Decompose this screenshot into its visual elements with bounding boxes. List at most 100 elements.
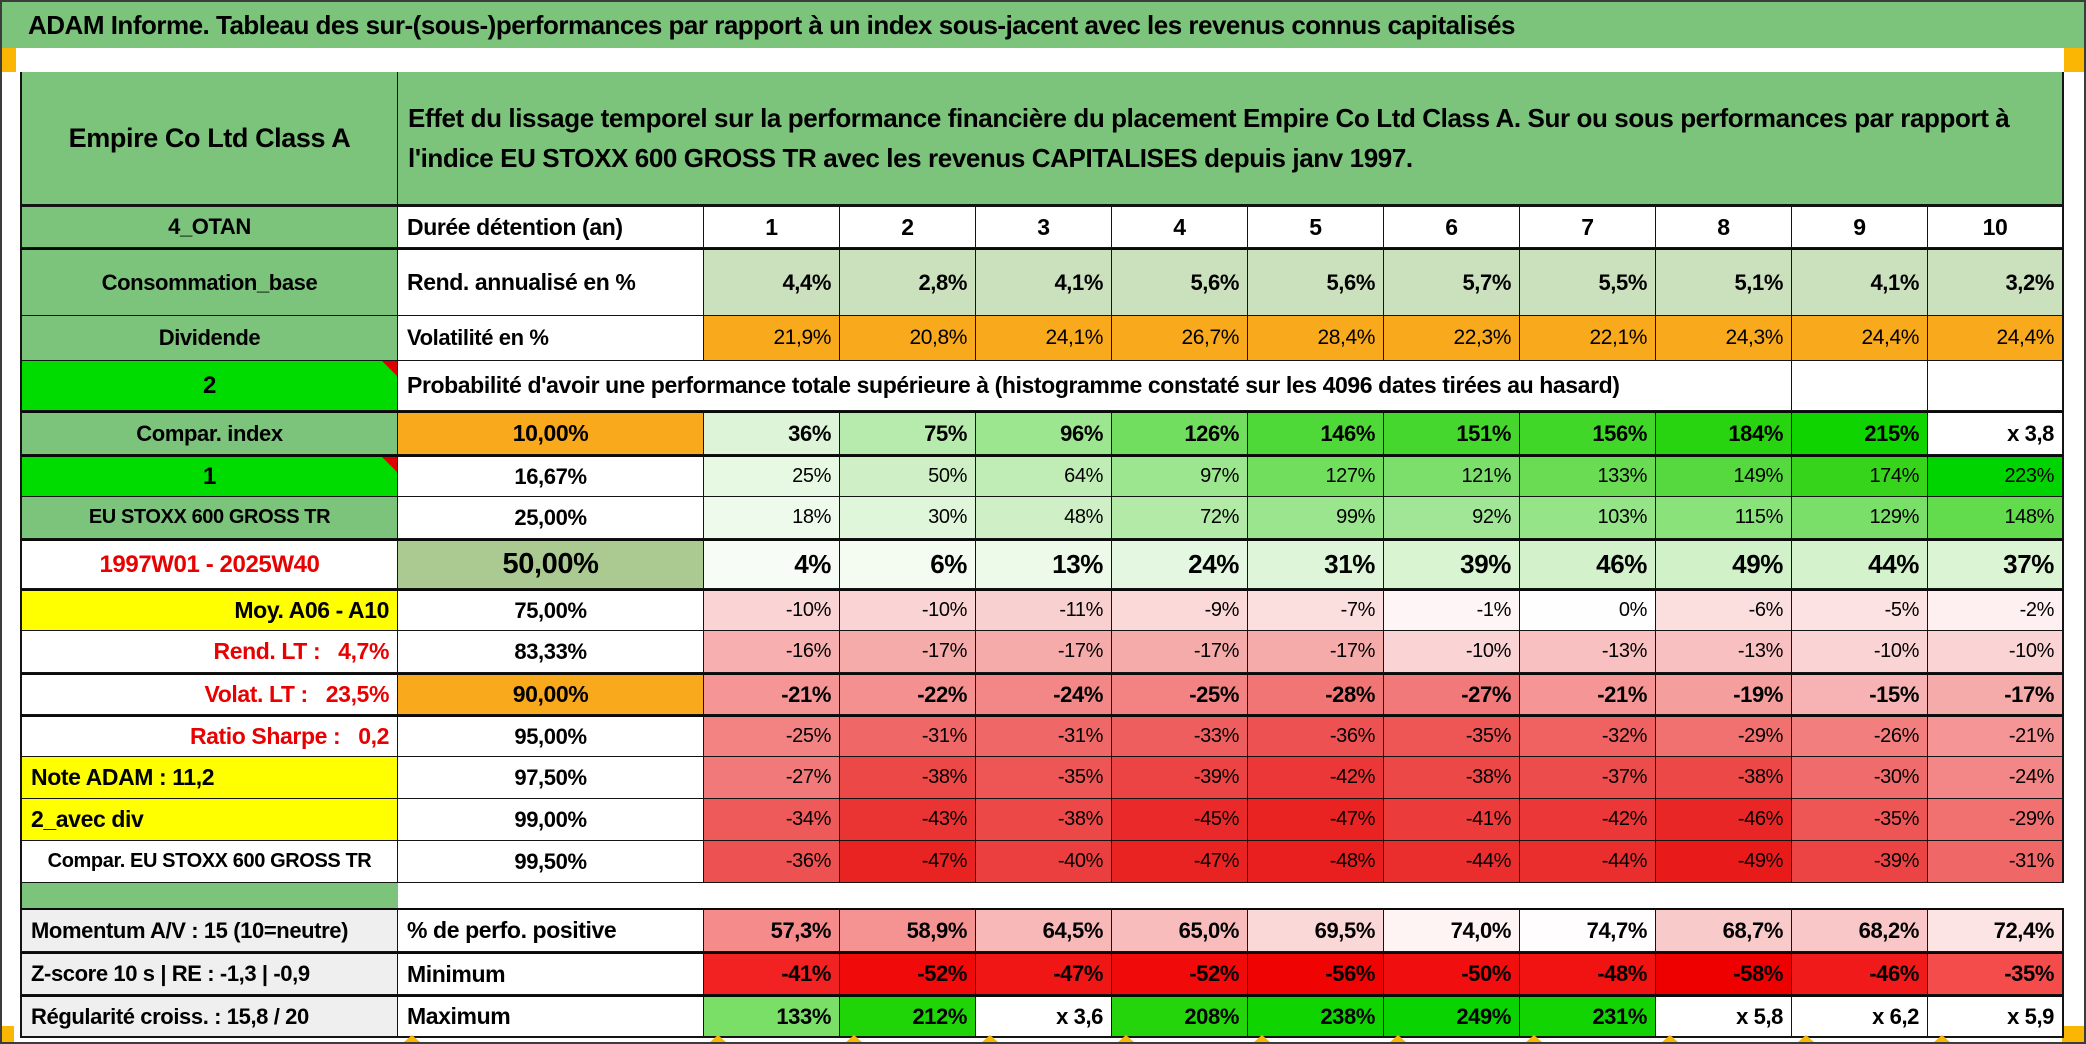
data-cell[interactable]: -29%	[1928, 799, 2064, 841]
data-cell[interactable]: -36%	[1248, 715, 1384, 757]
row-label-cell[interactable]: 4_OTAN	[20, 205, 398, 248]
data-cell[interactable]: -10%	[1792, 631, 1928, 673]
data-cell[interactable]: 103%	[1520, 497, 1656, 539]
data-cell[interactable]: -38%	[1656, 757, 1792, 799]
data-cell[interactable]: 24,3%	[1656, 316, 1792, 361]
data-cell[interactable]: 146%	[1248, 411, 1384, 455]
data-cell[interactable]: -21%	[1520, 673, 1656, 715]
row-label-cell[interactable]: Régularité croiss. : 15,8 / 20	[20, 995, 398, 1038]
data-cell[interactable]: 238%	[1248, 995, 1384, 1038]
data-cell[interactable]: -31%	[840, 715, 976, 757]
data-cell[interactable]: -9%	[1112, 589, 1248, 631]
data-cell[interactable]: 18%	[704, 497, 840, 539]
data-cell[interactable]: 24,4%	[1792, 316, 1928, 361]
data-cell[interactable]: 249%	[1384, 995, 1520, 1038]
data-cell[interactable]: 21,9%	[704, 316, 840, 361]
data-cell[interactable]: 115%	[1656, 497, 1792, 539]
data-cell[interactable]: 96%	[976, 411, 1112, 455]
data-cell[interactable]: 74,0%	[1384, 908, 1520, 952]
data-cell[interactable]: 10	[1928, 205, 2064, 248]
data-cell[interactable]: 99%	[1248, 497, 1384, 539]
data-cell[interactable]: -56%	[1248, 952, 1384, 995]
data-cell[interactable]: -30%	[1792, 757, 1928, 799]
data-cell[interactable]: -10%	[1384, 631, 1520, 673]
data-cell[interactable]: 36%	[704, 411, 840, 455]
data-cell[interactable]: 2,8%	[840, 248, 976, 316]
data-cell[interactable]: -31%	[976, 715, 1112, 757]
data-cell[interactable]: -7%	[1248, 589, 1384, 631]
metric-cell[interactable]: 90,00%	[398, 673, 704, 715]
data-cell[interactable]: 8	[1656, 205, 1792, 248]
data-cell[interactable]: -38%	[976, 799, 1112, 841]
data-cell[interactable]: -42%	[1248, 757, 1384, 799]
data-cell[interactable]: -21%	[704, 673, 840, 715]
data-cell[interactable]: 68,2%	[1792, 908, 1928, 952]
data-cell[interactable]: -31%	[1928, 841, 2064, 883]
row-label-cell[interactable]: EU STOXX 600 GROSS TR	[20, 497, 398, 539]
data-cell[interactable]: 44%	[1792, 539, 1928, 589]
data-cell[interactable]: -26%	[1792, 715, 1928, 757]
spacer-cell[interactable]	[398, 883, 2064, 908]
row-label-cell[interactable]: Consommation_base	[20, 248, 398, 316]
row-label-cell[interactable]: Ratio Sharpe : 0,2	[20, 715, 398, 757]
data-cell[interactable]: 39%	[1384, 539, 1520, 589]
data-cell[interactable]: 5	[1248, 205, 1384, 248]
data-cell[interactable]: -25%	[704, 715, 840, 757]
row-label-cell[interactable]: Rend. LT : 4,7%	[20, 631, 398, 673]
data-cell[interactable]: 64,5%	[976, 908, 1112, 952]
data-cell[interactable]: -37%	[1520, 757, 1656, 799]
data-cell[interactable]: x 3,8	[1928, 411, 2064, 455]
row-label-cell[interactable]: Note ADAM : 11,2	[20, 757, 398, 799]
data-cell[interactable]: 68,7%	[1656, 908, 1792, 952]
data-cell[interactable]: -27%	[1384, 673, 1520, 715]
data-cell[interactable]: -39%	[1112, 757, 1248, 799]
row-label-cell[interactable]: Volat. LT : 23,5%	[20, 673, 398, 715]
data-cell[interactable]: -43%	[840, 799, 976, 841]
data-cell[interactable]: 58,9%	[840, 908, 976, 952]
metric-cell[interactable]: % de perfo. positive	[398, 908, 704, 952]
metric-cell[interactable]: Minimum	[398, 952, 704, 995]
metric-cell[interactable]: 75,00%	[398, 589, 704, 631]
data-cell[interactable]: 9	[1792, 205, 1928, 248]
data-cell[interactable]: -33%	[1112, 715, 1248, 757]
data-cell[interactable]: 126%	[1112, 411, 1248, 455]
data-cell[interactable]: -5%	[1792, 589, 1928, 631]
data-cell[interactable]: -19%	[1656, 673, 1792, 715]
data-cell[interactable]: 4%	[704, 539, 840, 589]
data-cell[interactable]: -22%	[840, 673, 976, 715]
data-cell[interactable]: -48%	[1248, 841, 1384, 883]
data-cell[interactable]: -10%	[840, 589, 976, 631]
data-cell[interactable]: -42%	[1520, 799, 1656, 841]
data-cell[interactable]: 5,6%	[1112, 248, 1248, 316]
data-cell[interactable]: -17%	[1112, 631, 1248, 673]
data-cell[interactable]: 6	[1384, 205, 1520, 248]
metric-cell[interactable]: 97,50%	[398, 757, 704, 799]
data-cell[interactable]: -6%	[1656, 589, 1792, 631]
data-cell[interactable]: -35%	[1928, 952, 2064, 995]
data-cell[interactable]: -27%	[704, 757, 840, 799]
data-cell[interactable]: 13%	[976, 539, 1112, 589]
data-cell[interactable]: 28,4%	[1248, 316, 1384, 361]
data-cell[interactable]: -11%	[976, 589, 1112, 631]
data-cell[interactable]: -52%	[840, 952, 976, 995]
data-cell[interactable]: -35%	[1792, 799, 1928, 841]
data-cell[interactable]: 75%	[840, 411, 976, 455]
data-cell[interactable]: -16%	[704, 631, 840, 673]
data-cell[interactable]: 208%	[1112, 995, 1248, 1038]
data-cell[interactable]: -28%	[1248, 673, 1384, 715]
data-cell[interactable]: -44%	[1384, 841, 1520, 883]
data-cell[interactable]: 156%	[1520, 411, 1656, 455]
empty-cell[interactable]	[1928, 361, 2064, 411]
row-label-cell[interactable]: Momentum A/V : 15 (10=neutre)	[20, 908, 398, 952]
data-cell[interactable]: -38%	[840, 757, 976, 799]
data-cell[interactable]: 24,1%	[976, 316, 1112, 361]
data-cell[interactable]: -41%	[704, 952, 840, 995]
data-cell[interactable]: -35%	[976, 757, 1112, 799]
metric-cell[interactable]: Maximum	[398, 995, 704, 1038]
data-cell[interactable]: -41%	[1384, 799, 1520, 841]
data-cell[interactable]: 50%	[840, 455, 976, 497]
data-cell[interactable]: -32%	[1520, 715, 1656, 757]
metric-cell[interactable]: 99,50%	[398, 841, 704, 883]
data-cell[interactable]: -47%	[1112, 841, 1248, 883]
data-cell[interactable]: -24%	[1928, 757, 2064, 799]
